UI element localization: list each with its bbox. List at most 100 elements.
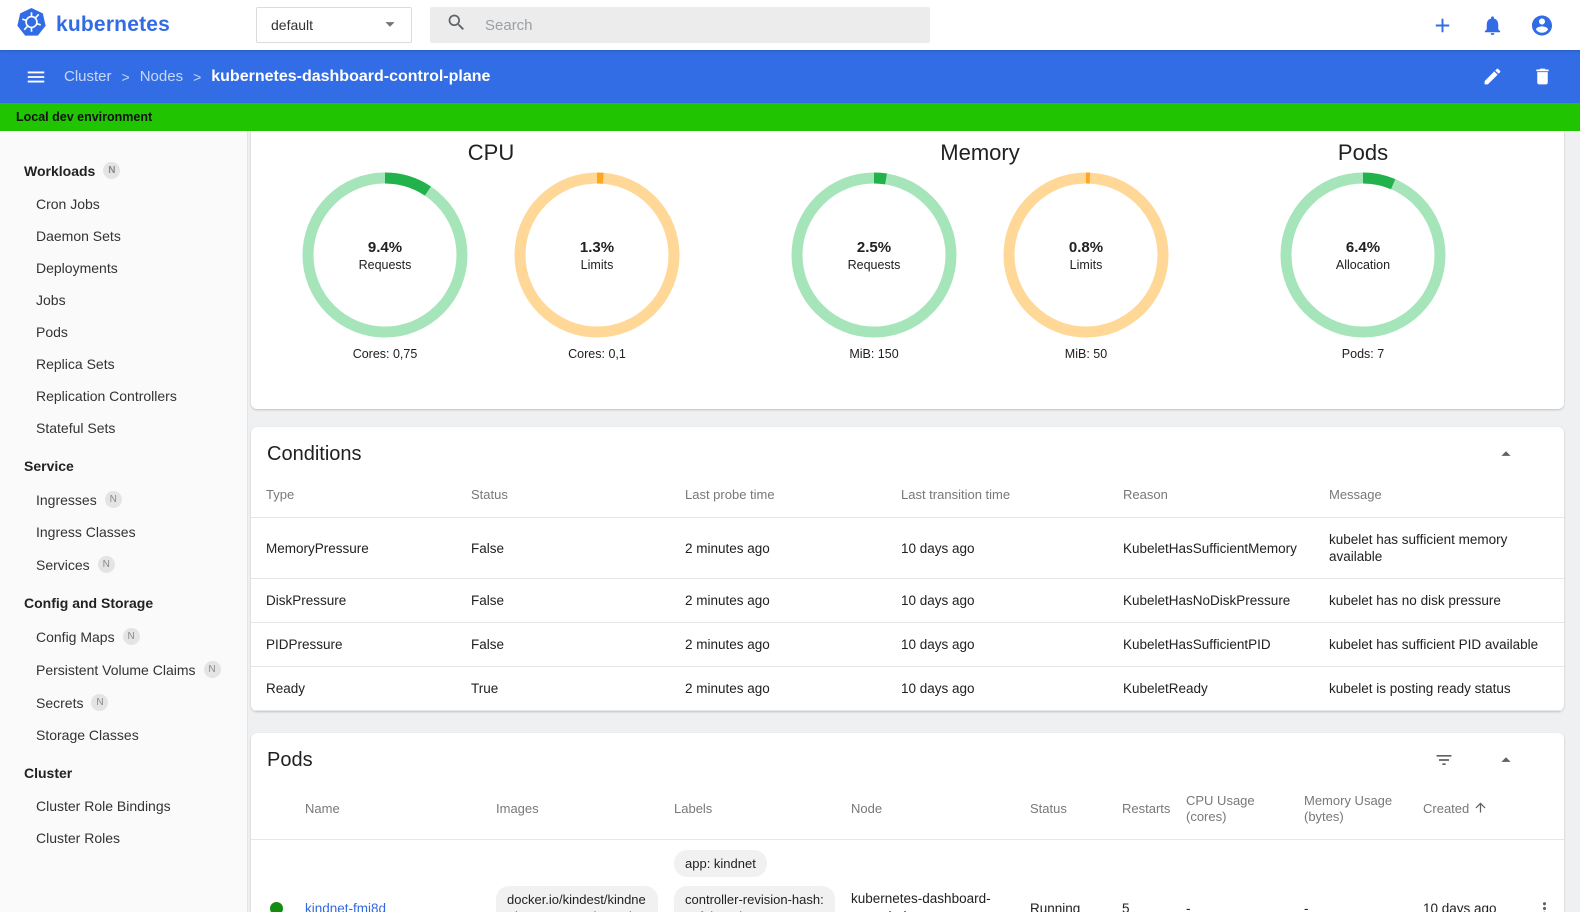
sidebar-item-label: Deployments — [36, 260, 118, 276]
condition-row-memory-pressure: MemoryPressure False 2 minutes ago 10 da… — [251, 517, 1564, 579]
sidebar-item-cron-jobs[interactable]: Cron Jobs — [0, 188, 247, 220]
donut-percent: 0.8% — [1068, 238, 1104, 256]
column-header-labels: Labels — [666, 781, 843, 840]
condition-type: PIDPressure — [251, 622, 463, 667]
main-content: CPU 9.4% Requests Cores: 0,75 — [248, 131, 1580, 912]
breadcrumb-current-node: kubernetes-dashboard-control-plane — [211, 67, 491, 85]
donut-chart — [790, 171, 958, 344]
pods-chart-group: Pods 6.4% Allocation Pods: 7 — [1257, 131, 1469, 409]
sidebar-item-replication-controllers[interactable]: Replication Controllers — [0, 380, 247, 412]
sidebar-item-ingress-classes[interactable]: Ingress Classes — [0, 516, 247, 548]
sidebar-item-cluster-roles[interactable]: Cluster Roles — [0, 822, 247, 854]
namespaced-badge: N — [97, 556, 115, 573]
conditions-card: Conditions Type Status Last probe time L… — [251, 427, 1564, 711]
menu-hamburger-button[interactable] — [14, 55, 58, 99]
sidebar-item-services[interactable]: Services N — [0, 548, 247, 581]
search-input[interactable] — [485, 16, 885, 34]
cpu-section-title: CPU — [467, 140, 515, 165]
sidebar-item-deployments[interactable]: Deployments — [0, 252, 247, 284]
sidebar-item-workloads[interactable]: Workloads N — [0, 153, 247, 188]
donut-percent: 1.3% — [579, 238, 615, 256]
sidebar-item-storage-classes[interactable]: Storage Classes — [0, 719, 247, 751]
donut-percent: 6.4% — [1345, 238, 1381, 256]
pods-card: Pods — [251, 733, 1564, 912]
search-icon — [446, 12, 467, 38]
namespaced-badge: N — [104, 491, 122, 508]
donut-chart — [1002, 171, 1170, 344]
sidebar-item-daemon-sets[interactable]: Daemon Sets — [0, 220, 247, 252]
sidebar-item-persistent-volume-claims[interactable]: Persistent Volume Claims N — [0, 653, 247, 686]
column-header-name[interactable]: Name — [297, 781, 488, 840]
pods-section-title: Pods — [1337, 140, 1389, 165]
create-resource-button[interactable] — [1430, 13, 1454, 37]
sidebar-item-ingresses[interactable]: Ingresses N — [0, 483, 247, 516]
sidebar-item-replica-sets[interactable]: Replica Sets — [0, 348, 247, 380]
condition-reason: KubeletHasSufficientPID — [1115, 622, 1321, 667]
condition-last-probe: 2 minutes ago — [677, 622, 893, 667]
namespaced-badge: N — [103, 162, 121, 179]
column-header-status: Status — [1022, 781, 1114, 840]
column-header-reason: Reason — [1115, 475, 1321, 518]
kubernetes-logo-icon — [16, 7, 47, 43]
kubernetes-logo[interactable]: kubernetes — [0, 7, 248, 43]
column-header-created[interactable]: Created — [1415, 781, 1524, 840]
breadcrumb-cluster-link[interactable]: Cluster — [64, 68, 112, 85]
sidebar-item-stateful-sets[interactable]: Stateful Sets — [0, 412, 247, 444]
condition-reason: KubeletReady — [1115, 666, 1321, 711]
collapse-card-button[interactable] — [1494, 442, 1518, 466]
sort-ascending-arrow-icon — [1473, 800, 1488, 819]
condition-message: kubelet is posting ready status — [1321, 666, 1564, 711]
account-circle-button[interactable] — [1530, 13, 1554, 37]
sidebar-item-service[interactable]: Service — [0, 449, 247, 483]
sidebar-item-config-maps[interactable]: Config Maps N — [0, 620, 247, 653]
condition-reason: KubeletHasNoDiskPressure — [1115, 578, 1321, 623]
column-header-restarts: Restarts — [1114, 781, 1178, 840]
top-app-bar: kubernetes default — [0, 0, 1580, 50]
sidebar-item-jobs[interactable]: Jobs — [0, 284, 247, 316]
row-more-options-button[interactable] — [1532, 896, 1556, 912]
donut-label: Allocation — [1335, 257, 1391, 272]
donut-percent: 9.4% — [367, 238, 403, 256]
donut-footer: MiB: 50 — [1064, 347, 1108, 361]
condition-status: False — [463, 578, 677, 623]
column-header-actions — [1524, 781, 1564, 840]
search-bar[interactable] — [430, 7, 930, 43]
sidebar-item-label: Jobs — [36, 292, 66, 308]
pod-memory-usage-cell: - — [1304, 900, 1309, 912]
column-header-cpu-usage: CPU Usage (cores) — [1178, 781, 1296, 840]
sidebar-item-cluster[interactable]: Cluster — [0, 756, 247, 790]
breadcrumb-separator: > — [193, 68, 202, 85]
donut-label: Requests — [847, 257, 901, 272]
column-header-status: Status — [463, 475, 677, 518]
condition-message: kubelet has sufficient memory available — [1321, 517, 1564, 579]
edit-pencil-button[interactable] — [1480, 65, 1504, 89]
pods-table: Name Images Labels Node Status Restarts … — [251, 781, 1564, 912]
filter-icon-button[interactable] — [1432, 748, 1456, 772]
column-header-created-label: Created — [1423, 801, 1470, 816]
namespaced-badge: N — [122, 628, 140, 645]
breadcrumb-nodes-link[interactable]: Nodes — [139, 68, 184, 85]
pod-name-link[interactable]: kindnet-fmj8d — [305, 900, 387, 912]
donut-footer: Cores: 0,1 — [568, 347, 626, 361]
sidebar-item-secrets[interactable]: Secrets N — [0, 686, 247, 719]
notifications-bell-button[interactable] — [1480, 13, 1504, 37]
donut-label: Limits — [1069, 257, 1103, 272]
sidebar-item-pods[interactable]: Pods — [0, 316, 247, 348]
sidebar-nav: Workloads N Cron Jobs Daemon Sets Deploy… — [0, 131, 248, 912]
memory-requests-donut: 2.5% Requests MiB: 150 — [768, 166, 980, 361]
pod-labels-cell: app: kindnet controller-revision-hash: 5… — [666, 840, 843, 912]
memory-chart-group: Memory 2.5% Requests MiB: 150 — [768, 131, 1192, 409]
delete-trash-button[interactable] — [1530, 65, 1554, 89]
condition-last-probe: 2 minutes ago — [677, 666, 893, 711]
column-header-type: Type — [251, 475, 463, 518]
pod-actions-cell — [1524, 840, 1564, 912]
column-header-last-transition-time: Last transition time — [893, 475, 1115, 518]
namespace-selector[interactable]: default — [256, 7, 412, 43]
sidebar-item-cluster-role-bindings[interactable]: Cluster Role Bindings — [0, 790, 247, 822]
sidebar-item-label: Replication Controllers — [36, 388, 177, 404]
collapse-card-button[interactable] — [1494, 748, 1518, 772]
sidebar-item-label: Replica Sets — [36, 356, 115, 372]
sidebar-item-config-and-storage[interactable]: Config and Storage — [0, 586, 247, 620]
sidebar-item-label: Pods — [36, 324, 68, 340]
sidebar-item-label: Workloads — [24, 162, 96, 179]
